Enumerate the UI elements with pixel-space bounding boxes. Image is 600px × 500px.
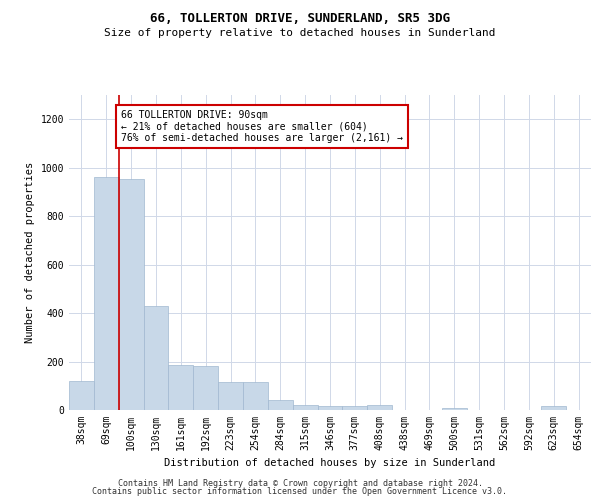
Text: 66, TOLLERTON DRIVE, SUNDERLAND, SR5 3DG: 66, TOLLERTON DRIVE, SUNDERLAND, SR5 3DG: [150, 12, 450, 26]
Y-axis label: Number of detached properties: Number of detached properties: [25, 162, 35, 343]
Bar: [442, 408, 467, 410]
Text: Contains public sector information licensed under the Open Government Licence v3: Contains public sector information licen…: [92, 487, 508, 496]
X-axis label: Distribution of detached houses by size in Sunderland: Distribution of detached houses by size …: [164, 458, 496, 468]
Bar: [193, 366, 218, 410]
Bar: [293, 405, 317, 410]
Bar: [243, 382, 268, 410]
Text: 66 TOLLERTON DRIVE: 90sqm
← 21% of detached houses are smaller (604)
76% of semi: 66 TOLLERTON DRIVE: 90sqm ← 21% of detac…: [121, 110, 403, 142]
Text: Size of property relative to detached houses in Sunderland: Size of property relative to detached ho…: [104, 28, 496, 38]
Bar: [169, 365, 193, 410]
Bar: [541, 406, 566, 410]
Bar: [94, 178, 119, 410]
Bar: [69, 381, 94, 410]
Bar: [343, 406, 367, 410]
Bar: [317, 406, 343, 410]
Bar: [268, 400, 293, 410]
Bar: [119, 178, 143, 410]
Bar: [367, 405, 392, 410]
Text: Contains HM Land Registry data © Crown copyright and database right 2024.: Contains HM Land Registry data © Crown c…: [118, 478, 482, 488]
Bar: [143, 306, 169, 410]
Bar: [218, 382, 243, 410]
